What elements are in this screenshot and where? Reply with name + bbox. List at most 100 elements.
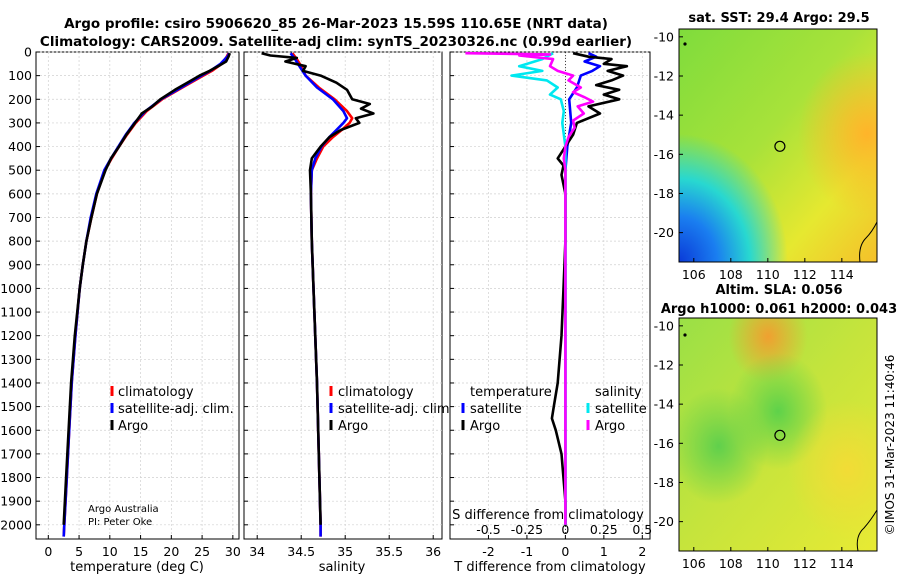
sst-map-title: sat. SST: 29.4 Argo: 29.5: [688, 11, 869, 26]
y-tick-label: 1900: [0, 494, 32, 509]
map-x-tick-label: 110: [756, 556, 780, 571]
map-y-tick-label: -18: [654, 475, 674, 490]
x-tick-label: 35.5: [375, 544, 403, 559]
map-x-tick-label: 106: [682, 267, 706, 282]
y-tick-label: 200: [8, 92, 32, 107]
series-line-argo: [62, 52, 232, 525]
map-y-tick-label: -14: [654, 397, 674, 412]
x-tick-label: 0: [561, 544, 569, 559]
map-x-tick-label: 106: [682, 556, 706, 571]
legend-label-climatology-s: climatology: [338, 385, 414, 400]
sla-field-yellow: [679, 318, 877, 551]
sla-map-coast-dot: [683, 333, 687, 337]
x-tick-label: 10: [102, 544, 118, 559]
y-tick-label: 1600: [0, 423, 32, 438]
y-tick-label: 1500: [0, 399, 32, 414]
s-tick-label: -0.5: [476, 522, 500, 537]
sla-map-panel: Altim. SLA: 0.056 Argo h1000: 0.061 h200…: [654, 283, 898, 571]
x-tick-label: 35: [337, 544, 353, 559]
x-tick-label: 25: [194, 544, 210, 559]
difference-xlabel-t: T difference from climatology: [453, 560, 646, 575]
figure-title-line2: Climatology: CARS2009. Satellite-adj cli…: [40, 34, 632, 50]
y-tick-label: 600: [8, 186, 32, 201]
map-y-tick-label: -20: [654, 225, 674, 240]
timestamp-stamp: ©IMOS 31-Mar-2023 11:40:46: [883, 355, 897, 536]
credit-agency: Argo Australia: [88, 504, 159, 515]
x-tick-label: 5: [75, 544, 83, 559]
series-line-temperature-argo: [550, 51, 629, 525]
map-y-tick-label: -18: [654, 186, 674, 201]
series-line-salinity-argo: [465, 51, 595, 525]
map-x-tick-label: 114: [830, 556, 854, 571]
salinity-panel: 34 34.5 35 35.5 36 salinity climatology sate…: [243, 51, 454, 575]
y-tick-label: 300: [8, 115, 32, 130]
y-tick-label: 500: [8, 163, 32, 178]
sst-map-coast-dot: [683, 42, 687, 46]
x-tick-label: -1: [521, 544, 533, 559]
legend-label-climatology: climatology: [118, 385, 194, 400]
sst-map-frame: [678, 28, 878, 263]
map-y-tick-label: -12: [654, 357, 674, 372]
credit-pi: PI: Peter Oke: [88, 517, 152, 528]
temperature-legend: climatology satellite-adj. clim. Argo: [110, 385, 234, 434]
legend-label-argo: Argo: [118, 419, 148, 434]
s-tick-label: 0: [561, 522, 569, 537]
sla-map-subtitle: Argo h1000: 0.061 h2000: 0.043: [661, 302, 897, 317]
y-tick-label: 1100: [0, 305, 32, 320]
legend-label-satellite-adj: satellite-adj. clim.: [118, 402, 234, 417]
sla-map-profile-marker: [774, 429, 786, 441]
map-y-tick-label: -14: [654, 108, 674, 123]
y-tick-label: 1000: [0, 281, 32, 296]
map-y-tick-label: -16: [654, 147, 674, 162]
legend-label-s-satellite: satellite: [595, 402, 647, 417]
x-tick-label: -2: [482, 544, 494, 559]
map-y-tick-label: -10: [654, 318, 674, 333]
y-tick-label: 1800: [0, 470, 32, 485]
salinity-legend: climatology satellite-adj. clim. Argo: [329, 385, 454, 434]
series-line-argo: [261, 51, 375, 525]
sla-map-frame: [678, 317, 878, 552]
salinity-axes: [243, 51, 443, 540]
legend-label-s-argo: Argo: [595, 419, 625, 434]
difference-panel: -2 -1 0 1 2 T difference from climatology S …: [449, 51, 652, 575]
map-x-tick-label: 108: [719, 267, 743, 282]
x-tick-label: 1: [600, 544, 608, 559]
map-y-tick-label: -12: [654, 68, 674, 83]
x-tick-label: 36: [425, 544, 441, 559]
legend-label-t-satellite: satellite: [470, 402, 522, 417]
temperature-panel: 0100200300400500600700800900100011001200…: [0, 45, 241, 576]
map-x-tick-label: 114: [830, 267, 854, 282]
x-tick-label: 34: [249, 544, 265, 559]
y-tick-label: 1400: [0, 375, 32, 390]
x-tick-label: 20: [163, 544, 179, 559]
sst-coastline: [859, 221, 878, 263]
legend-label-t-argo: Argo: [470, 419, 500, 434]
x-tick-label: 34.5: [287, 544, 315, 559]
y-tick-label: 1700: [0, 446, 32, 461]
x-tick-label: 0: [44, 544, 52, 559]
x-tick-label: 2: [638, 544, 646, 559]
sst-field-cold: [679, 29, 877, 262]
x-tick-label: 15: [133, 544, 149, 559]
figure-title-line1: Argo profile: csiro 5906620_85 26-Mar-20…: [64, 16, 608, 32]
s-tick-label: 0.5: [632, 522, 652, 537]
legend-title-temperature: temperature: [470, 385, 552, 400]
map-y-tick-label: -10: [654, 29, 674, 44]
x-tick-label: 30: [225, 544, 241, 559]
y-tick-label: 0: [24, 45, 32, 60]
map-y-tick-label: -16: [654, 436, 674, 451]
y-tick-label: 2000: [0, 517, 32, 532]
y-tick-label: 800: [8, 234, 32, 249]
map-x-tick-label: 110: [756, 267, 780, 282]
s-tick-label: 0.25: [590, 522, 618, 537]
map-x-tick-label: 112: [793, 556, 817, 571]
salinity-xlabel: salinity: [319, 560, 366, 575]
legend-label-argo-s: Argo: [338, 419, 368, 434]
difference-axes: [449, 51, 651, 540]
temperature-xlabel: temperature (deg C): [70, 560, 204, 575]
sla-coastline: [856, 508, 878, 552]
y-tick-label: 700: [8, 210, 32, 225]
difference-legend: temperature salinity satellite Argo sate…: [461, 385, 647, 434]
y-tick-label: 1200: [0, 328, 32, 343]
y-tick-label: 100: [8, 68, 32, 83]
